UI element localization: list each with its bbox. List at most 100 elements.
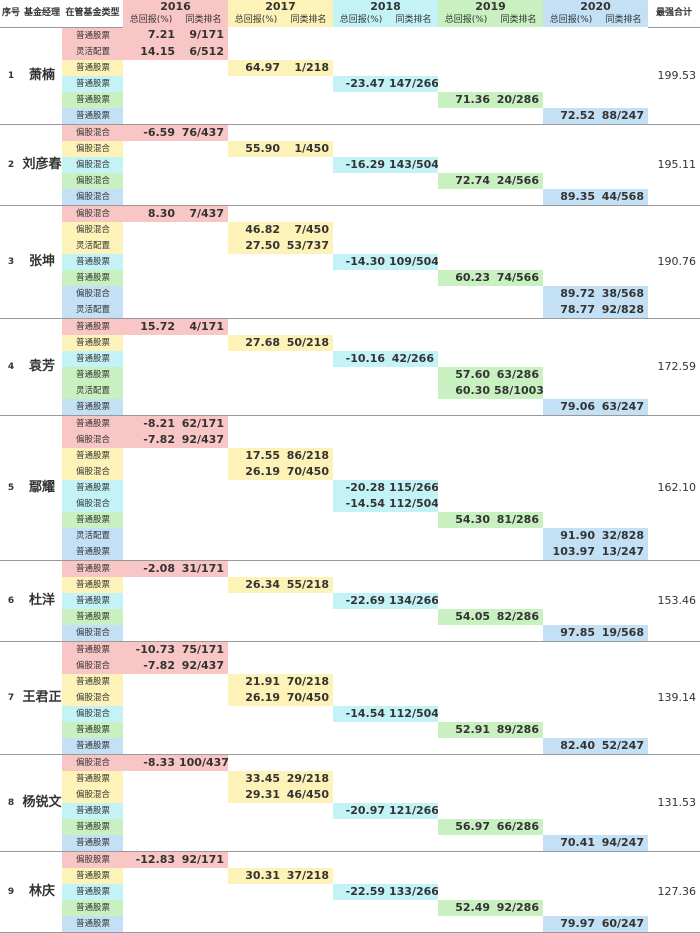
total-value: 139.14	[648, 641, 700, 755]
empty-cell	[333, 205, 389, 222]
fund-type: 普通股票	[62, 915, 123, 933]
return-value: 60.30	[438, 382, 494, 399]
empty-cell	[333, 238, 389, 254]
empty-cell	[543, 27, 599, 44]
empty-cell	[123, 398, 179, 416]
empty-cell	[123, 674, 179, 690]
empty-cell	[228, 205, 284, 222]
fund-type: 偏股混合	[62, 705, 123, 722]
empty-cell	[599, 335, 648, 351]
empty-cell	[389, 205, 438, 222]
empty-cell	[123, 351, 179, 367]
rank-value: 92/828	[599, 301, 648, 319]
rank-value: 94/247	[599, 834, 648, 852]
empty-cell	[179, 900, 228, 916]
empty-cell	[389, 301, 438, 319]
empty-cell	[123, 771, 179, 787]
empty-cell	[438, 318, 494, 335]
empty-cell	[543, 367, 599, 383]
total-value: 131.53	[648, 754, 700, 852]
empty-cell	[123, 577, 179, 593]
empty-cell	[179, 496, 228, 512]
empty-cell	[179, 351, 228, 367]
empty-cell	[389, 367, 438, 383]
empty-cell	[494, 254, 543, 270]
return-value: 26.19	[228, 689, 284, 706]
fund-type: 普通股票	[62, 59, 123, 76]
empty-cell	[438, 577, 494, 593]
rank-value: 70/218	[284, 673, 333, 690]
rank-value: 13/247	[599, 543, 648, 561]
empty-cell	[599, 771, 648, 787]
empty-cell	[333, 188, 389, 206]
empty-cell	[179, 737, 228, 755]
empty-cell	[494, 884, 543, 900]
empty-cell	[123, 301, 179, 319]
return-header: 总回报(%)	[228, 13, 284, 27]
empty-cell	[228, 415, 284, 432]
rank-header: 同类排名	[599, 13, 648, 27]
empty-cell	[228, 803, 284, 819]
rank-value: 42/266	[389, 350, 438, 367]
return-value: 89.72	[543, 285, 599, 302]
row-number: 3	[0, 205, 22, 319]
fund-row: 普通股票 54.05 82/286	[0, 608, 700, 625]
return-value: 72.74	[438, 172, 494, 189]
empty-cell	[123, 543, 179, 561]
rank-value: 52/247	[599, 737, 648, 755]
empty-cell	[438, 690, 494, 706]
rank-value: 112/504	[389, 705, 438, 722]
empty-cell	[543, 464, 599, 480]
empty-cell	[543, 754, 599, 771]
empty-cell	[438, 803, 494, 819]
empty-cell	[333, 141, 389, 157]
empty-cell	[123, 868, 179, 884]
empty-cell	[543, 577, 599, 593]
rank-value: 9/171	[179, 27, 228, 44]
fund-type: 普通股票	[62, 350, 123, 367]
empty-cell	[543, 415, 599, 432]
manager-name: 袁芳	[22, 318, 62, 416]
fund-type: 偏股混合	[62, 156, 123, 173]
fund-type: 普通股票	[62, 334, 123, 351]
return-value: 21.91	[228, 673, 284, 690]
empty-cell	[179, 270, 228, 286]
empty-cell	[438, 834, 494, 852]
empty-cell	[438, 301, 494, 319]
empty-cell	[389, 577, 438, 593]
empty-cell	[284, 754, 333, 771]
empty-cell	[438, 286, 494, 302]
empty-cell	[543, 173, 599, 189]
empty-cell	[179, 335, 228, 351]
rank-value: 20/286	[494, 91, 543, 108]
fund-row: 普通股票 -23.47 147/266	[0, 75, 700, 92]
empty-cell	[284, 915, 333, 933]
empty-cell	[333, 448, 389, 464]
empty-cell	[284, 301, 333, 319]
rank-value: 89/286	[494, 721, 543, 738]
empty-cell	[123, 900, 179, 916]
fund-row: 普通股票 -10.16 42/266	[0, 350, 700, 367]
empty-cell	[179, 173, 228, 189]
return-value: -2.08	[123, 560, 179, 577]
empty-cell	[543, 448, 599, 464]
return-value: 27.68	[228, 334, 284, 351]
year-header: 2019	[438, 0, 543, 13]
return-value: -10.73	[123, 641, 179, 658]
empty-cell	[123, 367, 179, 383]
empty-cell	[123, 107, 179, 125]
empty-cell	[389, 270, 438, 286]
empty-cell	[543, 560, 599, 577]
empty-cell	[333, 415, 389, 432]
return-value: -8.21	[123, 415, 179, 432]
empty-cell	[228, 543, 284, 561]
fund-type: 普通股票	[62, 818, 123, 835]
empty-cell	[228, 915, 284, 933]
return-value: 17.55	[228, 447, 284, 464]
empty-cell	[389, 543, 438, 561]
fund-type: 偏股混合	[62, 140, 123, 157]
empty-cell	[284, 496, 333, 512]
empty-cell	[438, 141, 494, 157]
rank-value: 76/437	[179, 124, 228, 141]
